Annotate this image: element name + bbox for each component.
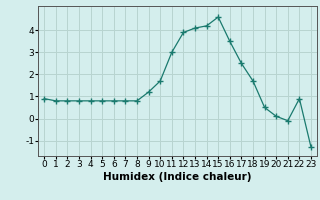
- X-axis label: Humidex (Indice chaleur): Humidex (Indice chaleur): [103, 172, 252, 182]
